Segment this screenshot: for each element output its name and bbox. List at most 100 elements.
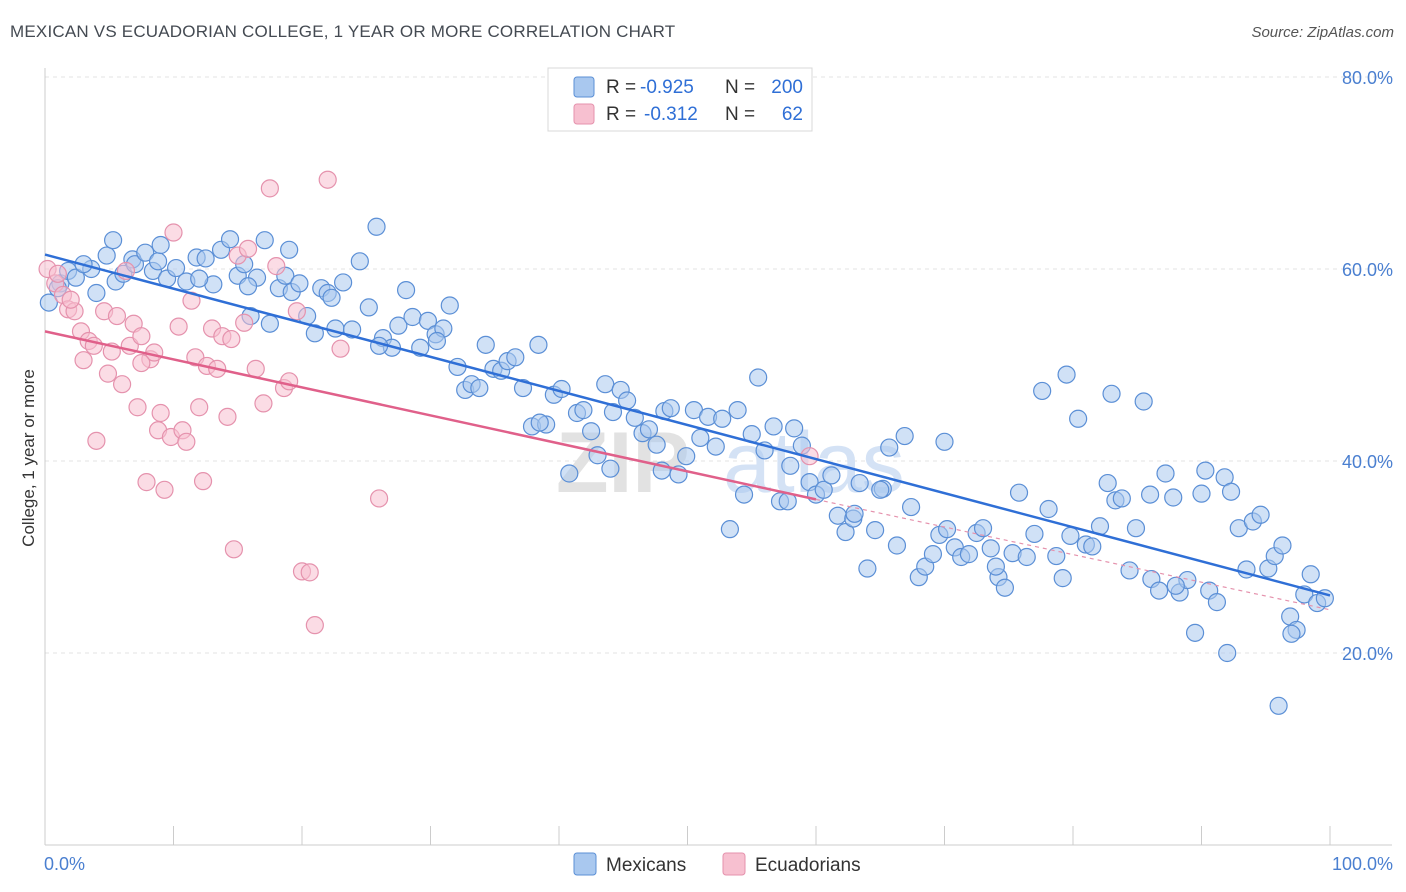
y-tick-label: 20.0% [1342,644,1393,664]
ecuadorians-point [155,480,174,499]
mexicans-point [785,419,804,438]
ecuadorians-point [331,339,350,358]
legend-n-label-1: N = [725,77,755,98]
mexicans-point [1009,483,1029,502]
mexicans-point [935,432,954,451]
mexicans-point [720,520,740,539]
mexicans-point [418,311,438,330]
ecuadorians-point [318,170,337,189]
bottom-legend-mexicans: Mexicans [606,855,686,876]
mexicans-point [1057,365,1076,384]
mexicans-point [389,316,408,335]
ecuadorians-point [305,616,324,635]
mexicans-point [260,314,279,333]
mexicans-point [858,559,877,578]
mexicans-point [1017,547,1036,567]
mexicans-point [828,506,847,525]
ecuadorians-point [370,489,389,508]
y-tick-label: 80.0% [1342,68,1393,88]
mexicans-point [1120,561,1139,580]
legend-r-label-1: R = [606,77,636,98]
bottom-legend-ecuadorians: Ecuadorians [755,855,861,876]
y-tick-label: 40.0% [1342,452,1393,472]
legend-swatch-mexicans [573,76,595,98]
ecuadorians-point [254,394,273,413]
mexicans-point [506,348,525,367]
ecuadorians-point [260,179,279,198]
mexicans-point [836,522,855,542]
mexicans-point [1164,488,1183,507]
mexicans-point [350,252,369,271]
legend-r-value-1: -0.925 [640,77,694,98]
mexicans-point [1047,546,1066,566]
mexicans-point [959,545,979,564]
mexicans-point [238,277,258,296]
ecuadorians-points [38,170,819,635]
ecuadorians-point [137,473,156,492]
ecuadorians-point [48,264,67,283]
mexicans-point [995,578,1014,597]
mexicans-point [1282,624,1301,643]
mexicans-point [574,401,593,420]
mexicans-point [596,375,615,394]
ecuadorians-point [74,351,93,370]
mexicans-point [196,249,215,268]
mexicans-point [359,298,378,317]
legend-n-label-2: N = [725,104,755,125]
ecuadorians-point [238,239,258,258]
mexicans-trend-line [44,253,1331,597]
mexicans-point [1098,473,1117,493]
mexicans-point [601,459,620,478]
x-tick-label-min: 0.0% [44,854,85,874]
ecuadorians-point [300,563,319,582]
mexicans-point [871,480,890,499]
watermark-zip: ZIP [556,415,690,511]
ecuadorians-point [193,472,213,491]
ecuadorians-point [222,329,241,349]
mexicans-point [1192,484,1211,503]
mexicans-point [403,307,422,327]
mexicans-point [1166,576,1185,595]
mexicans-point [1069,409,1088,428]
mexicans-point [713,409,732,428]
mexicans-point [39,293,58,312]
mexicans-point [1218,643,1237,663]
mexicans-point [87,283,106,303]
ecuadorians-point [132,353,151,373]
mexicans-point [476,335,495,354]
mexicans-point [1061,526,1080,545]
mexicans-point [582,422,601,441]
bottom-legend: Mexicans Ecuadorians [573,852,861,876]
ecuadorians-point [98,364,118,383]
mexicans-point [603,402,623,422]
mexicans-point [691,428,710,448]
mexicans-point [1221,482,1241,501]
mexicans-point [973,519,993,538]
mexicans-point [850,473,869,493]
mexicans-point [255,231,274,250]
mexicans-point [1196,461,1215,480]
bottom-legend-swatch-ecuadorians [722,852,746,876]
ecuadorians-point [61,290,80,309]
mexicans-point [1083,537,1102,556]
legend-r-label-2: R = [606,104,636,125]
legend-n-value-1: 200 [771,77,803,98]
mexicans-point [814,480,833,499]
ecuadorians-point [235,313,254,332]
mexicans-point [190,269,209,288]
mexicans-point [305,324,324,343]
mexicans-point [148,252,168,271]
chart-title: MEXICAN VS ECUADORIAN COLLEGE, 1 YEAR OR… [10,22,676,41]
mexicans-point [764,417,783,436]
mexicans-point [625,408,644,427]
mexicans-point [781,456,800,475]
mexicans-point [986,557,1006,576]
y-axis-label: College, 1 year or more [19,369,38,547]
ecuadorians-point [280,372,299,391]
mexicans-point [1033,381,1052,401]
mexicans-point [470,378,489,398]
grid-lines [45,76,1392,654]
legend-r-value-2: -0.312 [644,104,698,125]
ecuadorians-point [164,223,183,242]
axes [44,68,1392,846]
